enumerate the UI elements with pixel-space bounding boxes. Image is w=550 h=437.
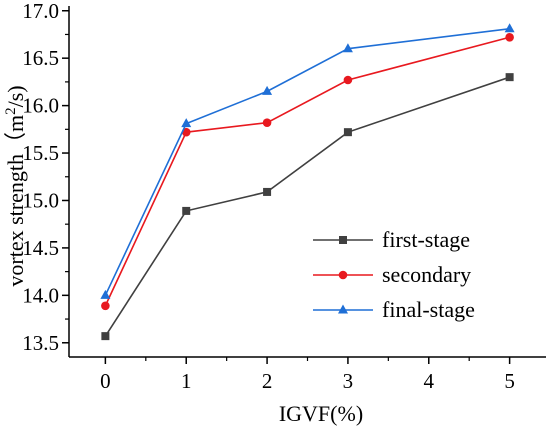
series-secondary xyxy=(101,33,514,311)
x-tick-label: 4 xyxy=(424,369,435,393)
y-axis-title-prefix: vortex strength（m xyxy=(3,115,28,287)
y-tick-label: 16.5 xyxy=(22,46,59,70)
y-axis-title-superscript: 2 xyxy=(3,107,19,115)
legend-marker xyxy=(338,270,348,280)
x-tick-label: 1 xyxy=(181,369,192,393)
tick-marks xyxy=(62,9,511,364)
legend-item-final-stage: final-stage xyxy=(313,297,475,322)
data-point xyxy=(101,301,110,311)
x-tick-labels: 0 1 2 3 4 5 xyxy=(100,369,515,393)
y-tick-label: 13.5 xyxy=(22,331,59,355)
legend-marker xyxy=(338,304,348,314)
data-point xyxy=(262,118,272,127)
data-point xyxy=(101,332,110,341)
series-first-stage xyxy=(101,73,514,341)
y-tick-label: 17.0 xyxy=(22,0,59,23)
data-point xyxy=(100,289,111,299)
series-final-stage xyxy=(100,23,515,299)
y-axis-title-suffix: /s) xyxy=(3,85,28,107)
x-tick-label: 3 xyxy=(343,369,354,393)
y-tick-label: 14.5 xyxy=(22,236,59,260)
y-tick-label: 16.0 xyxy=(22,94,59,118)
data-point xyxy=(343,75,353,85)
x-tick-label: 0 xyxy=(100,369,111,393)
data-point xyxy=(182,206,191,215)
x-tick-label: 2 xyxy=(262,369,273,393)
y-tick-label: 15.5 xyxy=(22,141,59,165)
data-point xyxy=(504,23,515,33)
data-point xyxy=(505,73,514,82)
x-axis-title: IGVF(%) xyxy=(279,401,363,426)
x-tick-label: 5 xyxy=(504,369,515,393)
legend-label: final-stage xyxy=(382,297,475,322)
legend-label: first-stage xyxy=(382,227,470,252)
data-point xyxy=(343,128,352,137)
data-point xyxy=(181,118,192,128)
data-point xyxy=(505,33,514,42)
legend-item-secondary: secondary xyxy=(313,262,471,287)
y-tick-label: 15.0 xyxy=(22,188,59,212)
legend: first-stage secondary final-stage xyxy=(313,227,475,322)
data-point xyxy=(263,187,272,196)
y-tick-label: 14.0 xyxy=(22,283,59,307)
y-tick-labels: 13.5 14.0 14.5 15.0 15.5 16.0 16.5 17.0 xyxy=(22,0,59,355)
legend-label: secondary xyxy=(382,262,471,287)
legend-marker xyxy=(339,236,347,244)
y-axis-title: vortex strength（m2/s) xyxy=(3,85,28,286)
data-point xyxy=(262,85,273,95)
series-lines xyxy=(100,23,515,341)
legend-item-first-stage: first-stage xyxy=(313,227,470,252)
data-point xyxy=(342,43,353,53)
